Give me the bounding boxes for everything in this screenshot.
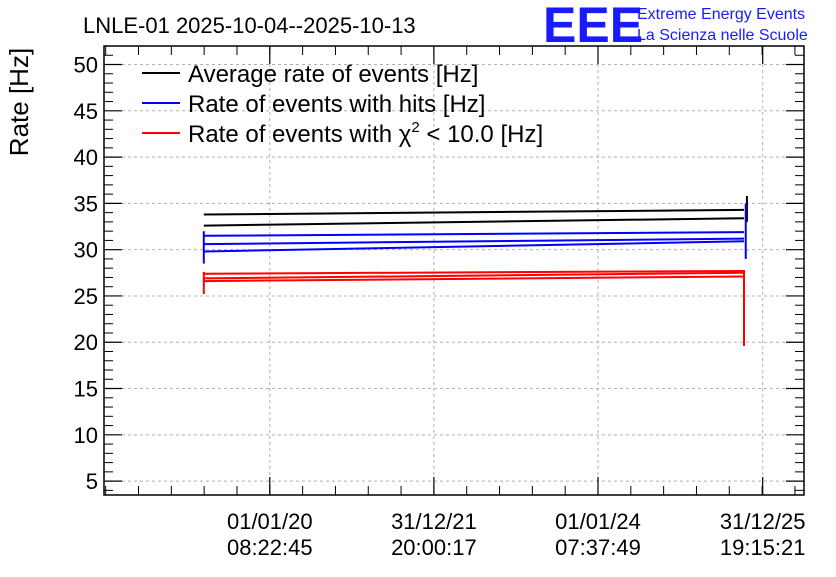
y-tick-label: 25 [74, 284, 98, 309]
y-tick-label: 45 [74, 99, 98, 124]
series-line-segment [203, 231, 745, 237]
y-tick-label: 20 [74, 330, 98, 355]
y-tick-label: 35 [74, 191, 98, 216]
eee-logo-mark: EEE [543, 0, 643, 53]
eee-logo: EEE Extreme Energy Events La Scienza nel… [543, 0, 808, 53]
series-layer [202, 195, 748, 346]
legend: Average rate of events [Hz] Rate of event… [142, 61, 543, 148]
x-tick-label-date: 01/01/24 [555, 509, 641, 534]
y-tick-label: 40 [74, 145, 98, 170]
series-line-segment [203, 270, 745, 275]
series-line-segment [203, 271, 745, 280]
x-tick-label-date: 31/12/25 [720, 509, 806, 534]
series-line-segment [203, 275, 745, 283]
x-tick-label-time: 19:15:21 [720, 535, 806, 560]
y-tick-label: 10 [74, 423, 98, 448]
series-3 [202, 270, 745, 346]
series-2 [202, 203, 747, 264]
y-tick-label: 5 [86, 469, 98, 494]
plot-frame [103, 45, 805, 496]
x-tick-label-time: 08:22:45 [227, 535, 313, 560]
series-line-segment [203, 237, 745, 246]
y-tick-label: 50 [74, 53, 98, 78]
legend-entry: Average rate of events [Hz] [188, 61, 478, 88]
y-tick-label: 15 [74, 377, 98, 402]
chart-title: LNLE-01 2025-10-04--2025-10-13 [83, 13, 416, 38]
plot-grid [104, 46, 804, 495]
series-line-segment [203, 208, 745, 216]
x-tick-label-date: 31/12/21 [391, 509, 477, 534]
x-tick-label-time: 20:00:17 [391, 535, 477, 560]
y-tick-label: 30 [74, 238, 98, 263]
series-line-segment [203, 217, 745, 227]
x-tick-label-time: 07:37:49 [555, 535, 641, 560]
eee-logo-line1: Extreme Energy Events [637, 6, 805, 23]
series-line-segment [203, 240, 745, 253]
legend-entry: Rate of events with χ2 < 10.0 [Hz] [188, 119, 543, 148]
y-axis-label: Rate [Hz] [4, 48, 34, 156]
x-tick-label-date: 01/01/20 [227, 509, 313, 534]
legend-entry: Rate of events with hits [Hz] [188, 91, 485, 118]
series-1 [203, 195, 748, 227]
y-axis: 5 10 15 20 25 30 35 40 45 50 [74, 45, 804, 494]
eee-logo-line2: La Scienza nelle Scuole [637, 27, 808, 44]
